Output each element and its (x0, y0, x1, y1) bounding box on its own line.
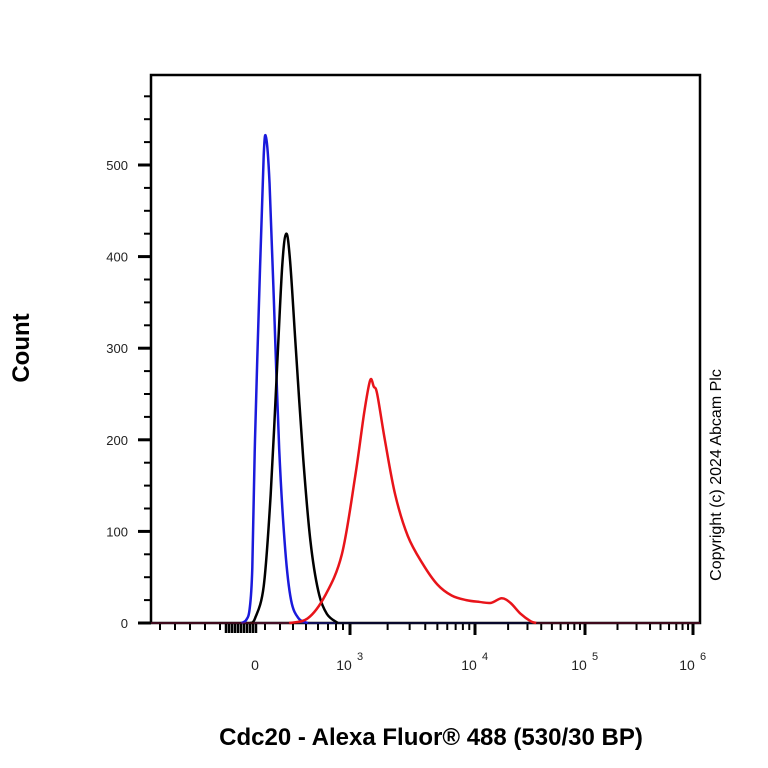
histogram-series (151, 133, 700, 625)
x-tick-exponent: 6 (700, 651, 706, 663)
histogram-isotype-control (249, 232, 339, 625)
y-tick-label: 500 (106, 158, 128, 173)
copyright-annotation: Copyright (c) 2024 Abcam Plc (708, 369, 725, 581)
y-tick-label: 400 (106, 250, 128, 265)
x-axis-label: Cdc20 - Alexa Fluor® 488 (530/30 BP) (219, 724, 643, 751)
x-tick-exponent: 5 (592, 651, 598, 663)
histogram-unlabelled-control (240, 133, 309, 625)
y-tick-label: 100 (106, 524, 128, 539)
x-axis-ticks: 0 10 3 10 4 10 5 10 6 (159, 623, 706, 673)
y-axis-ticks: 0 100 200 300 400 500 (106, 95, 151, 631)
x-tick-exponent: 3 (357, 651, 363, 663)
plot-frame (149, 73, 702, 625)
y-tick-label: 300 (106, 341, 128, 356)
y-axis-label: Count (8, 313, 35, 383)
x-tick-exponent: 4 (482, 651, 488, 663)
x-tick-label: 10 (461, 657, 477, 673)
x-tick-label: 10 (336, 657, 352, 673)
histogram-cdc20-alexa-fluor-488 (288, 377, 537, 625)
y-tick-label: 0 (121, 616, 128, 631)
x-tick-label: 0 (251, 657, 259, 673)
x-tick-label: 10 (571, 657, 587, 673)
x-tick-label: 10 (679, 657, 695, 673)
y-tick-label: 200 (106, 433, 128, 448)
